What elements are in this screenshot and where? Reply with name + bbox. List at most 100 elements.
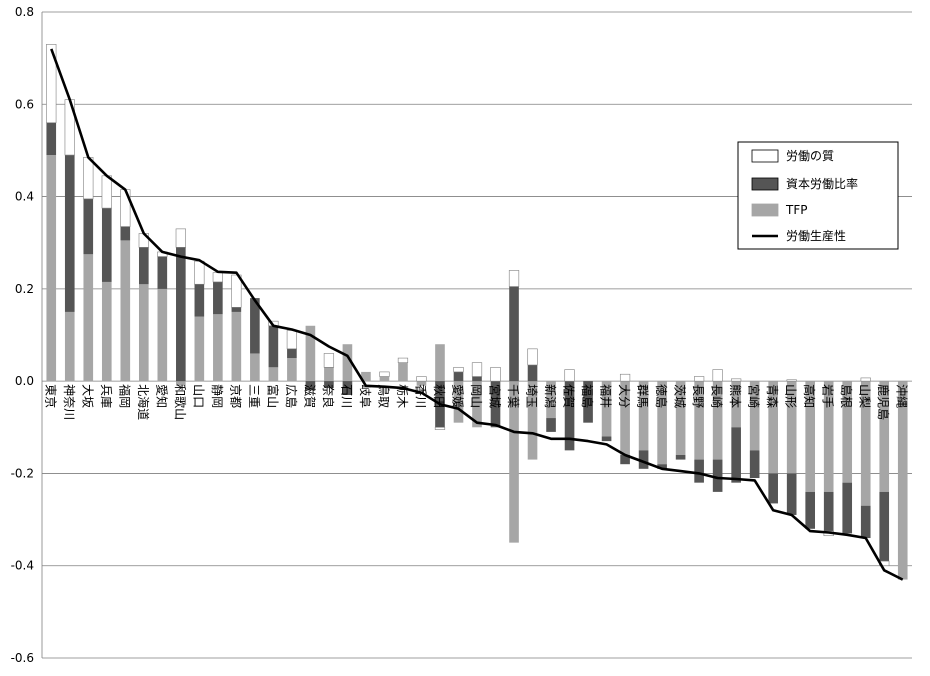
y-tick-label: -0.2 bbox=[11, 466, 34, 480]
legend-label-productivity: 労働生産性 bbox=[786, 228, 846, 243]
bar-tfp bbox=[324, 367, 334, 382]
bar-tfp bbox=[731, 381, 741, 428]
x-tick-label: 大分 bbox=[617, 384, 631, 408]
x-axis-ticks: 東京 神奈川 大坂 兵庫 福岡 北海道 愛知 和歌山 山口 静岡 京都 三重 富山 広島 滋賀 奈良 石川 岐阜鳥… bbox=[43, 384, 909, 420]
bar-capital-labor bbox=[268, 325, 279, 368]
x-tick-label: 高知 bbox=[802, 384, 817, 408]
x-tick-label: 山口 bbox=[191, 384, 205, 408]
bar-capital-labor bbox=[453, 371, 464, 382]
x-tick-label: 群馬 bbox=[636, 384, 650, 408]
bar-tfp bbox=[287, 358, 297, 382]
x-tick-label: 岩手 bbox=[821, 384, 836, 408]
bar-tfp bbox=[675, 381, 686, 455]
bar-tfp bbox=[416, 381, 427, 386]
bar-capital-labor bbox=[546, 418, 556, 432]
bar-quality bbox=[860, 377, 871, 382]
bar-tfp bbox=[194, 316, 205, 382]
bar-tfp bbox=[268, 367, 279, 382]
x-tick-label: 滋賀 bbox=[302, 384, 316, 408]
x-tick-label: 静岡 bbox=[210, 384, 224, 408]
bar-capital-labor bbox=[472, 376, 482, 382]
bar-capital-labor bbox=[176, 247, 186, 382]
bar-tfp bbox=[657, 381, 667, 465]
x-tick-label: 富山 bbox=[265, 384, 280, 408]
bar-tfp bbox=[213, 314, 223, 382]
bar-quality bbox=[194, 260, 205, 285]
bar-quality bbox=[508, 270, 520, 287]
bar-tfp bbox=[83, 254, 94, 382]
bar-tfp bbox=[472, 381, 482, 428]
bar-quality bbox=[231, 274, 242, 308]
x-tick-label: 福井 bbox=[599, 384, 614, 408]
bar-capital-labor bbox=[305, 381, 316, 391]
bar-tfp bbox=[897, 381, 908, 580]
bar-tfp bbox=[638, 381, 649, 451]
bar-tfp bbox=[768, 381, 778, 474]
x-tick-label: 島根 bbox=[839, 384, 854, 408]
x-tick-label: 鳥取 bbox=[376, 384, 391, 408]
bar-quality bbox=[416, 376, 427, 382]
bar-tfp bbox=[509, 381, 519, 543]
bar-capital-labor bbox=[860, 505, 871, 539]
legend-swatch-capital-labor bbox=[751, 177, 779, 191]
grid-layer bbox=[41, 11, 912, 659]
bar-quality bbox=[527, 348, 538, 366]
bar-capital-labor bbox=[213, 281, 223, 315]
bar-tfp bbox=[157, 288, 168, 382]
legend-swatch-tfp bbox=[751, 203, 779, 217]
bar-layer bbox=[46, 43, 908, 580]
bar-tfp bbox=[435, 344, 445, 382]
y-tick-label: 0.6 bbox=[15, 97, 34, 111]
bar-capital-labor bbox=[749, 450, 760, 479]
legend-item-productivity: 労働生産性 bbox=[752, 228, 846, 243]
bar-tfp bbox=[120, 240, 131, 382]
bar-capital-labor bbox=[694, 459, 704, 483]
x-tick-label: 東京 bbox=[43, 384, 57, 408]
x-tick-label: 秋田 bbox=[432, 384, 446, 408]
x-tick-label: 福岡 bbox=[117, 384, 132, 408]
y-tick-label: -0.6 bbox=[11, 651, 34, 665]
bar-tfp bbox=[176, 381, 186, 386]
x-tick-label: 兵庫 bbox=[99, 384, 113, 408]
x-tick-label: 宮崎 bbox=[747, 384, 762, 408]
bar-capital-labor bbox=[342, 381, 353, 395]
bar-quality bbox=[101, 175, 112, 209]
line-layer bbox=[50, 48, 904, 581]
bar-quality bbox=[212, 272, 223, 283]
x-tick-label: 千葉 bbox=[506, 384, 520, 408]
legend: 労働の質 資本労働比率 TFP 労働生産性 bbox=[737, 141, 899, 250]
bar-tfp bbox=[546, 381, 556, 419]
bar-capital-labor bbox=[712, 459, 723, 492]
x-tick-label: 鹿児島 bbox=[876, 384, 891, 420]
x-tick-label: 大坂 bbox=[80, 384, 94, 408]
bar-quality bbox=[434, 426, 446, 430]
bar-capital-labor bbox=[157, 256, 168, 289]
x-tick-label: 石川 bbox=[339, 384, 353, 408]
x-tick-label: 埼玉 bbox=[525, 384, 539, 408]
y-tick-label: 0.2 bbox=[15, 282, 34, 296]
x-tick-label: 山梨 bbox=[858, 384, 872, 408]
bar-tfp bbox=[823, 381, 834, 492]
bar-capital-labor bbox=[601, 436, 612, 442]
x-tick-label: 京都 bbox=[228, 384, 242, 408]
legend-swatch-quality bbox=[751, 149, 779, 163]
bar-tfp bbox=[805, 381, 816, 492]
x-tick-label: 福島 bbox=[580, 384, 595, 408]
legend-item-tfp: TFP bbox=[751, 203, 807, 217]
bar-tfp bbox=[231, 311, 242, 382]
legend-item-quality: 労働の質 bbox=[751, 148, 834, 163]
bar-tfp bbox=[138, 284, 149, 382]
bar-capital-labor bbox=[101, 208, 112, 282]
bar-capital-labor bbox=[231, 307, 242, 312]
bar-capital-labor bbox=[64, 155, 75, 312]
bar-capital-labor bbox=[324, 381, 334, 389]
bar-quality bbox=[397, 357, 409, 363]
bar-capital-labor bbox=[805, 491, 816, 529]
bar-quality bbox=[286, 330, 298, 350]
bar-tfp bbox=[398, 362, 408, 382]
bar-tfp bbox=[879, 381, 890, 492]
x-tick-label: 愛媛 bbox=[450, 384, 464, 408]
bar-capital-labor bbox=[638, 450, 649, 469]
bar-capital-labor bbox=[490, 381, 501, 428]
